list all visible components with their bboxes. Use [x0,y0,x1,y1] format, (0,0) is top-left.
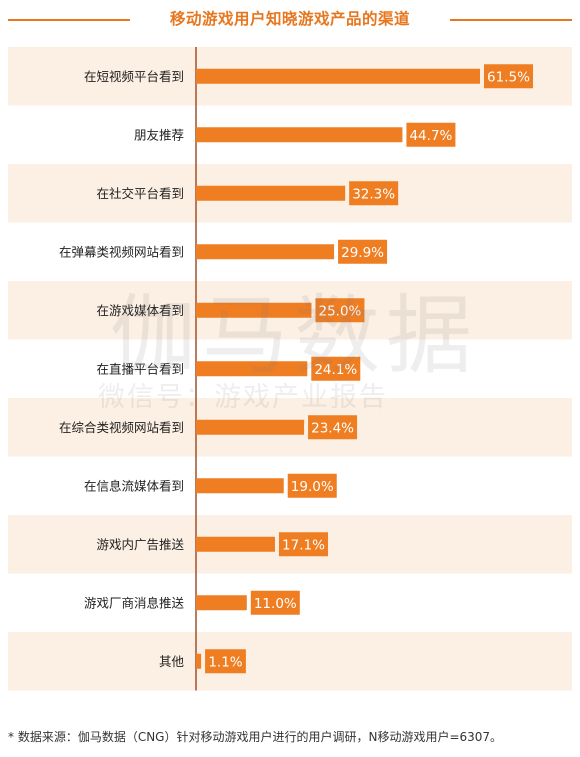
value-label: 23.4% [311,420,354,436]
value-label: 29.9% [341,245,384,261]
category-label: 游戏厂商消息推送 [84,595,185,610]
bar [196,302,312,318]
value-label-box [250,590,300,615]
bar [196,361,308,377]
value-label-box [311,356,361,381]
category-label: 在弹幕类视频网站看到 [59,244,184,259]
value-label-box [308,415,358,440]
category-label: 在短视频平台看到 [84,69,184,84]
value-label: 24.1% [314,362,357,378]
value-label: 25.0% [319,303,362,319]
bar [196,478,284,494]
title-left-rule [8,19,130,21]
category-label: 在综合类视频网站看到 [59,420,184,435]
value-label: 44.7% [409,128,452,144]
value-label-box [278,532,328,557]
value-label-box [406,122,456,147]
bar [196,653,202,669]
value-label-box [484,64,533,89]
bar [196,595,247,611]
value-label: 11.0% [254,596,297,612]
bar [196,536,275,552]
category-label: 其他 [159,654,185,669]
value-label-box [315,298,365,323]
bar [196,244,335,260]
value-label: 61.5% [487,69,530,85]
value-label-box [338,239,388,264]
value-label-box [205,649,246,674]
bar [196,127,403,143]
chart-title: 移动游戏用户知晓游戏产品的渠道 [169,10,410,28]
category-label: 在游戏媒体看到 [96,303,184,318]
value-label: 32.3% [352,186,395,202]
value-label: 19.0% [291,479,334,495]
bar [196,68,480,84]
category-label: 在信息流媒体看到 [84,478,184,493]
value-label: 1.1% [208,654,242,670]
chart-title-area: 移动游戏用户知晓游戏产品的渠道 [0,0,580,40]
value-label-box [287,473,337,498]
bar [196,185,346,201]
category-label: 在社交平台看到 [96,186,184,201]
bar [196,419,305,435]
footnote: * 数据来源：伽马数据（CNG）针对移动游戏用户进行的用户调研，N移动游戏用户=… [8,730,503,744]
value-label: 17.1% [282,537,325,553]
category-label: 游戏内广告推送 [96,537,184,552]
title-right-rule [450,19,572,21]
value-label-box [349,181,399,206]
category-label: 在直播平台看到 [96,361,184,376]
row-band [8,632,572,691]
category-label: 朋友推荐 [134,127,184,142]
